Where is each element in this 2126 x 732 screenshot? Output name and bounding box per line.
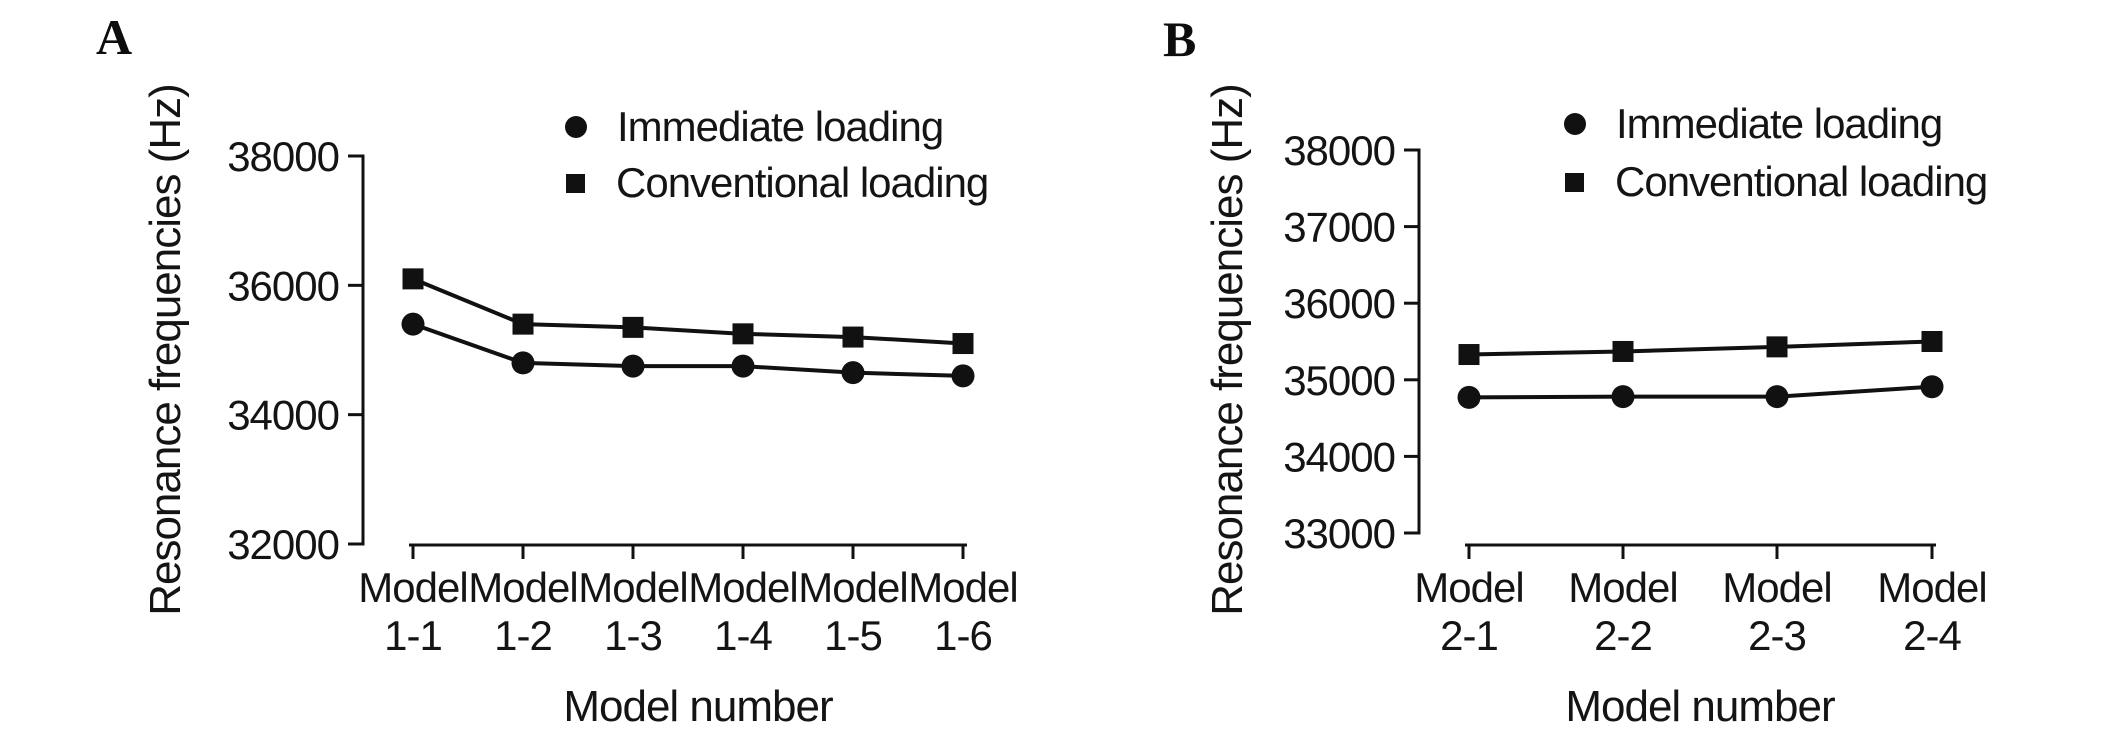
y-tick-label: 32000 (227, 521, 339, 568)
legend-label: Conventional loading (1615, 158, 1988, 205)
data-point-circle (841, 361, 865, 385)
data-point-square (952, 333, 974, 355)
x-tick-label-line2: 1-5 (824, 612, 882, 659)
series-line-square (1468, 339, 1933, 357)
data-point-square (1458, 344, 1480, 366)
data-point-circle (621, 354, 645, 378)
panel-a-x-axis-title: Model number (563, 682, 833, 731)
data-point-square (732, 323, 754, 345)
data-point-circle (1457, 385, 1481, 409)
y-tick-label: 36000 (227, 262, 339, 309)
data-point-circle (1765, 385, 1789, 409)
x-tick-label-line2: 1-6 (934, 612, 992, 659)
x-tick-label-line2: 1-1 (384, 612, 442, 659)
panel-b-legend-item-immediate: Immediate loading (1564, 100, 1943, 147)
data-point-square (1921, 331, 1943, 352)
y-tick-label: 34000 (1283, 433, 1395, 480)
y-tick-label: 38000 (227, 133, 339, 180)
panel-a-plot: 38000360003400032000Model1-1Model1-2Mode… (227, 133, 1019, 659)
data-point-circle (731, 354, 755, 378)
y-tick-label: 38000 (1283, 127, 1395, 174)
x-tick-label-line1: Model (798, 564, 907, 611)
filled-square-icon (566, 173, 585, 193)
x-tick-label-line1: Model (1877, 564, 1986, 611)
x-tick-label-line1: Model (688, 564, 797, 611)
data-point-circle (1611, 385, 1635, 409)
panel-b-y-axis-title: Resonance frequencies (Hz) (1203, 84, 1252, 616)
series-line-circle (412, 322, 964, 378)
data-point-square (512, 313, 534, 335)
x-tick-label-line2: 2-2 (1594, 612, 1652, 659)
data-point-square (1766, 336, 1788, 358)
x-tick-label-line2: 2-4 (1903, 612, 1961, 659)
panel-a-y-axis-title: Resonance frequencies (Hz) (141, 84, 190, 616)
series-line-square (412, 277, 964, 346)
x-tick-label-line1: Model (908, 564, 1017, 611)
y-tick-label: 35000 (1283, 357, 1395, 404)
data-point-circle (511, 351, 535, 375)
data-point-square (402, 268, 424, 290)
panel-a-legend-item-conventional: Conventional loading (565, 159, 989, 206)
x-tick-label-line1: Model (358, 564, 467, 611)
legend-label: Conventional loading (616, 159, 989, 206)
panel-b-x-axis-title: Model number (1565, 682, 1835, 731)
data-point-circle (1920, 375, 1944, 399)
x-tick-label-line1: Model (468, 564, 577, 611)
legend-label: Immediate loading (1616, 100, 1943, 147)
data-point-square (622, 316, 644, 338)
x-tick-label-line1: Model (578, 564, 687, 611)
x-tick-label-line2: 1-2 (494, 612, 552, 659)
y-tick-label: 33000 (1283, 510, 1395, 557)
panel-b-legend-item-conventional: Conventional loading (1564, 158, 1988, 205)
panel-a-label: A (96, 9, 133, 65)
panel-b-plot: 380003700036000350003400033000Model2-1Mo… (1283, 127, 1988, 659)
data-point-square (1612, 340, 1634, 362)
x-tick-label-line1: Model (1568, 564, 1677, 611)
filled-circle-icon (565, 116, 587, 138)
legend-label: Immediate loading (617, 103, 944, 150)
data-point-circle (401, 312, 425, 336)
y-tick-label: 37000 (1283, 204, 1395, 251)
y-tick-label: 34000 (227, 392, 339, 439)
filled-circle-icon (1564, 113, 1586, 135)
series-line-circle (1468, 384, 1933, 400)
y-tick-label: 36000 (1283, 280, 1395, 327)
x-tick-label-line2: 1-4 (714, 612, 772, 659)
data-point-square (842, 326, 864, 348)
filled-square-icon (1565, 172, 1584, 192)
x-tick-label-line2: 2-3 (1748, 612, 1806, 659)
data-point-circle (951, 364, 975, 388)
panel-b-label: B (1163, 11, 1197, 67)
x-tick-label-line1: Model (1414, 564, 1523, 611)
x-tick-label-line1: Model (1722, 564, 1831, 611)
x-tick-label-line2: 1-3 (604, 612, 662, 659)
panel-a-legend-item-immediate: Immediate loading (565, 103, 944, 150)
x-tick-label-line2: 2-1 (1440, 612, 1498, 659)
